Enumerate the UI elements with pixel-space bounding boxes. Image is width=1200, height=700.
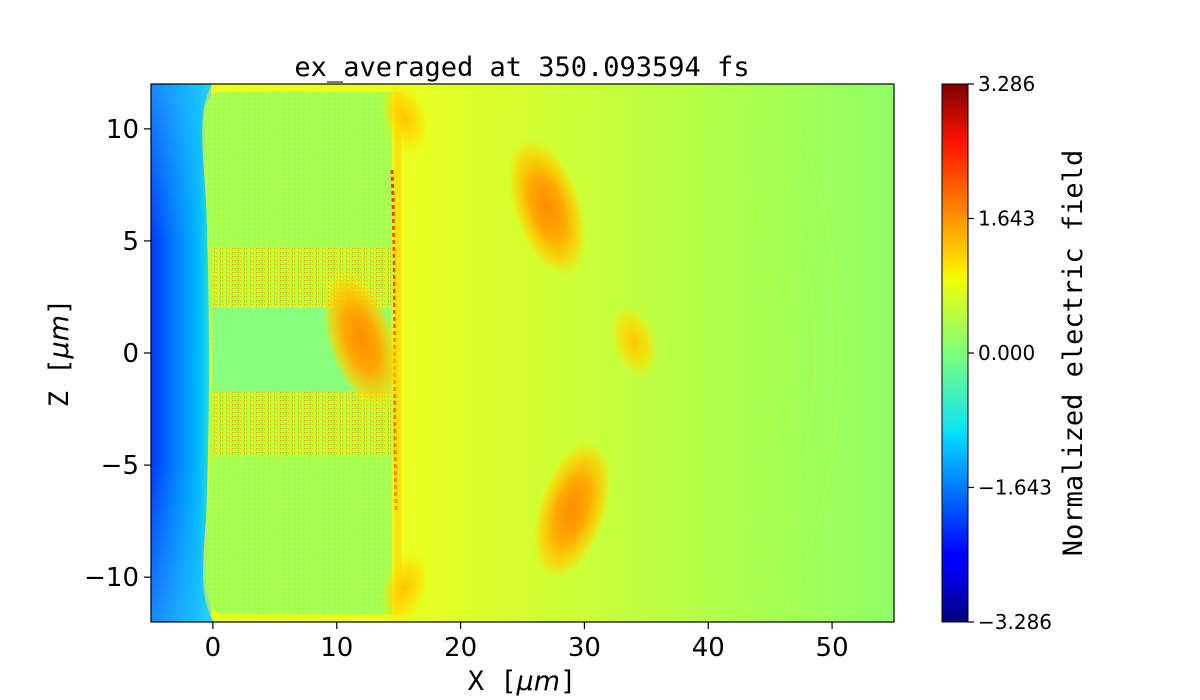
colorbar-ticks: 3.286 1.643 0.000 −1.643 −3.286 xyxy=(968,72,1052,634)
y-tick-label: 5 xyxy=(122,227,139,257)
field-blob xyxy=(532,440,612,580)
field-blob xyxy=(508,138,587,277)
colorbar: 3.286 1.643 0.000 −1.643 −3.286 Normalized e… xyxy=(941,72,1089,634)
y-tick-label: −10 xyxy=(84,563,139,593)
colorbar-gradient xyxy=(941,83,969,623)
colorbar-tick-label: −3.286 xyxy=(978,610,1052,634)
field-blobs xyxy=(322,84,658,622)
y-axis-label: Z [μm] xyxy=(44,299,75,408)
y-tick-label: −5 xyxy=(101,451,139,481)
y-axis: 10 5 0 −5 −10 xyxy=(84,115,151,593)
x-tick-label: 0 xyxy=(205,633,222,663)
field-blob xyxy=(380,84,429,155)
field-wavefronts xyxy=(699,84,841,622)
field-blob xyxy=(609,305,658,379)
chart-title: ex_averaged at 350.093594 fs xyxy=(294,52,749,83)
x-tick-label: 30 xyxy=(568,633,601,663)
x-axis: 0 10 20 30 40 50 xyxy=(205,622,849,663)
x-tick-label: 20 xyxy=(444,633,477,663)
x-tick-label: 40 xyxy=(692,633,725,663)
field-region-left-edge-fade xyxy=(151,84,211,622)
colorbar-tick-label: 1.643 xyxy=(978,207,1035,231)
colorbar-tick-label: 3.286 xyxy=(978,72,1035,96)
y-tick-label: 10 xyxy=(106,115,139,145)
colorbar-tick-label: −1.643 xyxy=(978,476,1052,500)
field-blob xyxy=(322,270,401,409)
field-blob xyxy=(380,551,429,622)
colorbar-label: Normalized electric field xyxy=(1058,150,1089,556)
colorbar-tick-label: 0.000 xyxy=(978,341,1035,365)
x-axis-label: X [μm] xyxy=(468,666,577,697)
x-tick-label: 10 xyxy=(320,633,353,663)
y-tick-label: 0 xyxy=(122,339,139,369)
heatmap-field xyxy=(151,84,894,622)
x-tick-label: 50 xyxy=(816,633,849,663)
